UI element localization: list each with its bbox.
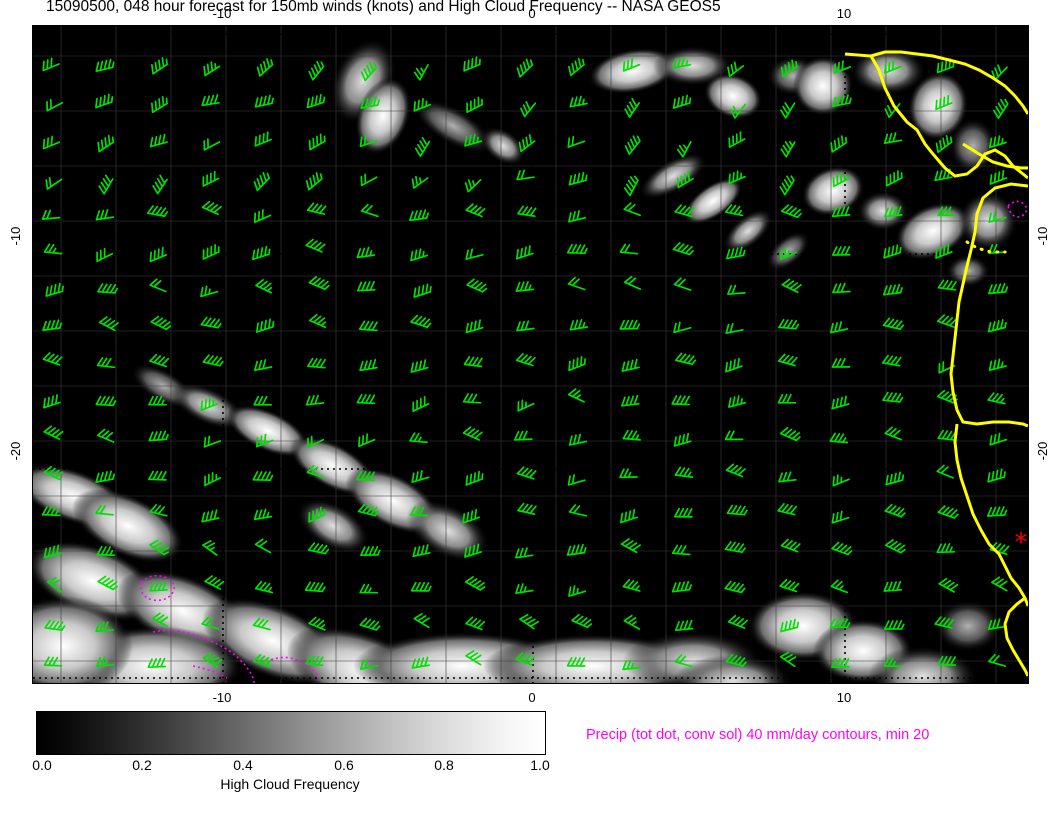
colorbar-tick-5: 1.0	[530, 757, 550, 773]
page-title: 15090500, 048 hour forecast for 150mb wi…	[46, 0, 721, 15]
colorbar-tick-1: 0.2	[132, 757, 152, 773]
y-axis-tick-left-1: -20	[8, 441, 23, 461]
x-axis-tick-bottom-1: 0	[528, 690, 536, 705]
map-gridlines	[33, 26, 1028, 683]
x-axis-tick-top-1: 0	[528, 6, 536, 21]
coastline-overlay: *	[844, 50, 1028, 677]
colorbar-high-cloud-frequency	[36, 711, 546, 755]
y-axis-tick-left-0: -10	[8, 226, 23, 246]
reference-dotted-lines	[33, 33, 1028, 683]
x-axis-tick-top-0: -10	[212, 6, 232, 21]
precip-legend-note: Precip (tot dot, conv sol) 40 mm/day con…	[586, 727, 930, 743]
colorbar-tick-3: 0.6	[334, 757, 354, 773]
x-axis-tick-top-2: 10	[836, 6, 852, 21]
x-axis-tick-bottom-2: 10	[836, 690, 852, 705]
svg-text:*: *	[1015, 528, 1028, 558]
x-axis-tick-bottom-0: -10	[212, 690, 232, 705]
colorbar-tick-4: 0.8	[434, 757, 454, 773]
colorbar-tick-0: 0.0	[32, 757, 52, 773]
colorbar-caption: High Cloud Frequency	[220, 776, 360, 792]
precip-contours	[139, 200, 1028, 683]
map-plot-area: *	[32, 25, 1029, 684]
colorbar-tick-2: 0.4	[233, 757, 253, 773]
y-axis-tick-right-0: -10	[1035, 226, 1050, 246]
wind-barbs-150mb	[41, 56, 1010, 671]
y-axis-tick-right-1: -20	[1035, 441, 1050, 461]
